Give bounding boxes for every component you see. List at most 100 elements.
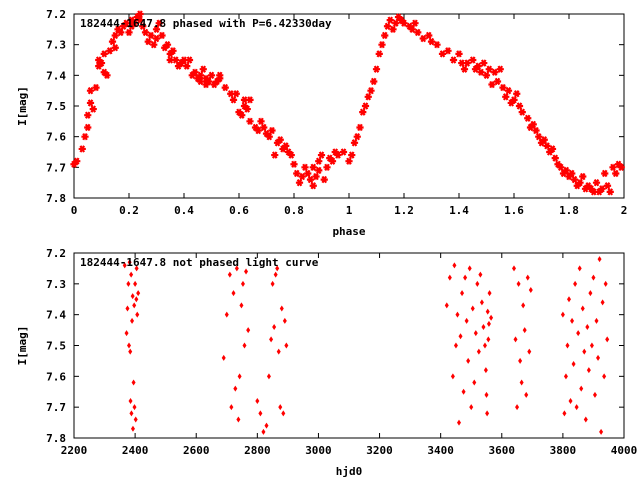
unphased-data-point (580, 305, 585, 312)
phased-x-tick-label: 0.6 (229, 204, 249, 217)
phased-data-point (298, 172, 306, 181)
unphased-data-point (464, 317, 469, 324)
phased-data-point (463, 59, 471, 67)
phased-data-point (309, 182, 317, 190)
phased-data-point (229, 96, 238, 104)
unphased-data-point (233, 385, 238, 392)
phased-data-point (386, 16, 394, 24)
unphased-data-point (481, 324, 486, 330)
unphased-data-point (258, 410, 263, 417)
phased-data-point (183, 62, 191, 70)
unphased-data-point (528, 287, 533, 293)
phased-data-point (469, 56, 477, 64)
phased-data-point (524, 114, 532, 122)
unphased-data-point (605, 336, 610, 343)
phased-y-tick-label: 7.3 (46, 39, 66, 52)
phased-data-point (378, 40, 386, 49)
unphased-data-point (597, 256, 602, 263)
unphased-data-point (122, 262, 127, 269)
phased-data-point (419, 34, 427, 43)
phased-data-point (370, 77, 378, 86)
phased-data-point (320, 175, 328, 184)
unphased-data-point (266, 373, 271, 380)
unphased-data-point (273, 271, 278, 278)
phased-data-point (136, 16, 144, 24)
phased-x-tick-label: 2 (621, 204, 628, 217)
unphased-data-point (246, 327, 251, 334)
phased-data-point (353, 132, 361, 141)
phased-data-point (232, 90, 240, 98)
phased-data-point (238, 111, 246, 119)
unphased-data-point (237, 373, 242, 380)
unphased-data-point (485, 410, 490, 417)
phased-data-point (276, 136, 284, 144)
phased-data-point (482, 71, 491, 80)
phased-data-point (389, 25, 397, 34)
unphased-data-point (134, 265, 139, 272)
phased-data-point (290, 160, 298, 168)
unphased-data-point (515, 404, 520, 411)
unphased-data-point (484, 391, 489, 398)
unphased-data-point (133, 280, 138, 287)
unphased-data-point (135, 311, 140, 318)
unphased-x-tick-label: 3400 (427, 444, 454, 457)
phased-data-point (364, 93, 372, 101)
phased-data-point (139, 22, 147, 30)
phased-data-point (185, 56, 194, 64)
phased-data-point (603, 182, 612, 190)
unphased-data-point (136, 290, 141, 297)
unphased-data-point (270, 280, 275, 287)
unphased-x-tick-label: 3600 (489, 444, 516, 457)
phased-data-point (81, 132, 89, 141)
unphased-data-point (591, 274, 596, 281)
phased-data-point (150, 40, 158, 49)
phased-data-point (243, 105, 251, 113)
unphased-data-point (130, 317, 135, 324)
unphased-data-point (579, 385, 584, 392)
phased-data-point (265, 132, 273, 141)
unphased-data-point (281, 410, 286, 417)
unphased-data-point (516, 280, 521, 287)
phased-x-axis-label: phase (332, 225, 365, 238)
unphased-data-point (458, 333, 463, 340)
phased-data-point (196, 77, 205, 86)
phased-data-point (287, 151, 295, 159)
phased-data-point (510, 96, 518, 104)
unphased-data-point (589, 342, 594, 349)
unphased-data-point (240, 280, 245, 287)
unphased-data-point (524, 391, 529, 398)
unphased-data-point (128, 348, 133, 355)
unphased-x-tick-label: 3000 (305, 444, 332, 457)
phased-data-point (433, 40, 441, 49)
unphased-data-point (239, 302, 244, 309)
phased-data-point (254, 126, 262, 135)
unphased-data-point (519, 379, 524, 386)
phased-data-point (317, 151, 326, 159)
phased-data-point (158, 31, 166, 40)
unphased-data-point (264, 422, 269, 429)
phased-data-point (474, 62, 482, 70)
unphased-data-point (466, 357, 471, 364)
phased-data-point (392, 19, 400, 27)
phased-data-point (617, 163, 625, 172)
unphased-data-point (479, 299, 484, 306)
phased-data-point (196, 71, 205, 80)
phased-data-point (532, 126, 540, 135)
phased-data-point (488, 80, 496, 89)
phased-data-point (491, 68, 499, 76)
unphased-data-point (236, 416, 241, 423)
unphased-data-point (571, 361, 576, 367)
phased-data-point (449, 56, 458, 64)
phased-data-point (144, 37, 152, 46)
unphased-data-point (279, 305, 284, 312)
phased-data-point (570, 175, 579, 184)
phased-x-tick-label: 0 (71, 204, 78, 217)
phased-data-point (345, 157, 353, 165)
unphased-data-point (242, 342, 247, 349)
phased-x-tick-label: 0.8 (284, 204, 304, 217)
phased-data-point (295, 178, 304, 187)
unphased-data-point (450, 373, 455, 380)
unphased-light-curve-plot: 2200 2400 2600 2800 3000 3200 3400 3600 3800 4000… (16, 247, 637, 478)
unphased-data-point (278, 404, 283, 411)
unphased-x-tick-label: 2600 (183, 444, 210, 457)
